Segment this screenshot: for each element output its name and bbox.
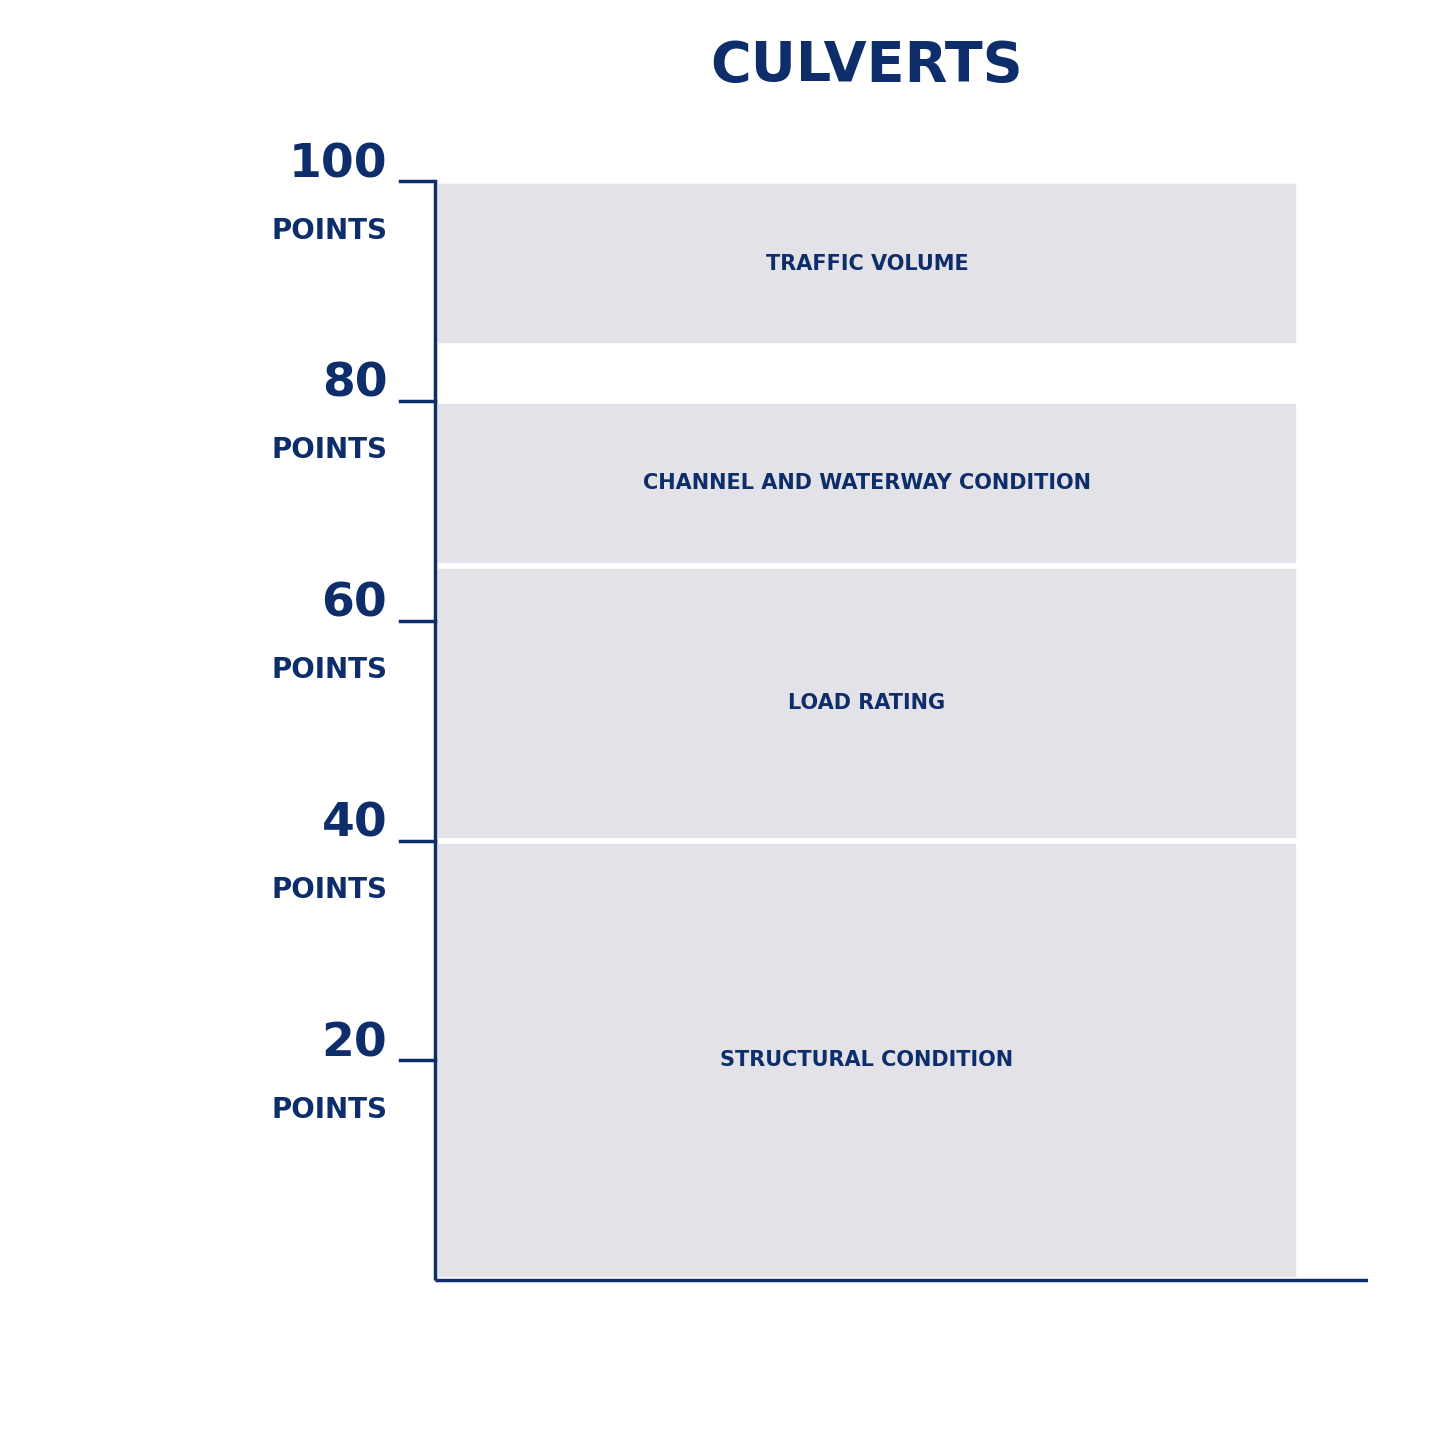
- Text: POINTS: POINTS: [271, 876, 387, 904]
- Bar: [435, 841, 1299, 1280]
- Text: STRUCTURAL CONDITION: STRUCTURAL CONDITION: [720, 1050, 1014, 1070]
- Bar: [435, 566, 1299, 841]
- Text: 40: 40: [321, 802, 387, 847]
- Text: 20: 20: [321, 1021, 387, 1066]
- Text: POINTS: POINTS: [271, 436, 387, 464]
- Text: 80: 80: [321, 361, 387, 408]
- Text: CHANNEL AND WATERWAY CONDITION: CHANNEL AND WATERWAY CONDITION: [642, 474, 1092, 494]
- Text: LOAD RATING: LOAD RATING: [788, 693, 946, 713]
- Text: CULVERTS: CULVERTS: [710, 39, 1024, 94]
- Text: TRAFFIC VOLUME: TRAFFIC VOLUME: [766, 253, 968, 274]
- Text: POINTS: POINTS: [271, 657, 387, 684]
- Text: 100: 100: [289, 143, 387, 187]
- Bar: [435, 181, 1299, 346]
- Bar: [435, 400, 1299, 566]
- Text: POINTS: POINTS: [271, 1096, 387, 1123]
- Text: POINTS: POINTS: [271, 216, 387, 245]
- Text: 60: 60: [321, 582, 387, 626]
